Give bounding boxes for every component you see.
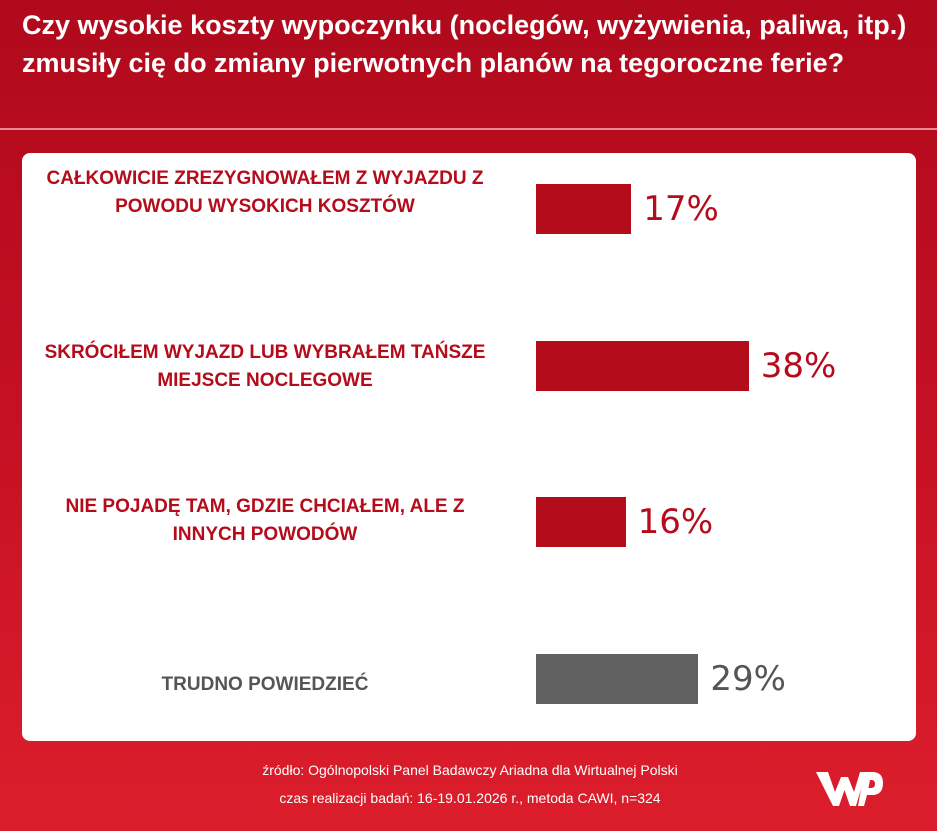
bar-1 bbox=[536, 184, 632, 234]
category-label-1: CAŁKOWICIE ZREZYGNOWAŁEM Z WYJAZDU Z POW… bbox=[46, 168, 484, 217]
value-label-2: 38% bbox=[760, 346, 837, 386]
chart-panel: CAŁKOWICIE ZREZYGNOWAŁEM Z WYJAZDU Z POW… bbox=[22, 153, 916, 741]
source-note: źródło: Ogólnopolski Panel Badawczy Aria… bbox=[140, 756, 800, 812]
title-divider bbox=[0, 128, 937, 130]
category-label-2: SKRÓCIŁEM WYJAZD LUB WYBRAŁEM TAŃSZE MIE… bbox=[44, 342, 486, 391]
source-line-1: źródło: Ogólnopolski Panel Badawczy Aria… bbox=[262, 762, 678, 778]
chart-title: Czy wysokie koszty wypoczynku (noclegów,… bbox=[22, 10, 907, 78]
bar-2 bbox=[536, 341, 749, 391]
value-label-4: 29% bbox=[710, 659, 786, 699]
category-label-4: TRUDNO POWIEDZIEĆ bbox=[161, 674, 369, 695]
value-label-1: 17% bbox=[643, 189, 719, 229]
wp-logo-icon bbox=[816, 772, 883, 806]
value-label-3: 16% bbox=[637, 502, 714, 542]
category-label-3: NIE POJADĘ TAM, GDZIE CHCIAŁEM, ALE Z IN… bbox=[65, 496, 465, 545]
source-line-2: czas realizacji badań: 16-19.01.2026 r.,… bbox=[279, 790, 661, 806]
bar-3 bbox=[536, 497, 626, 547]
bar-4 bbox=[536, 654, 699, 704]
